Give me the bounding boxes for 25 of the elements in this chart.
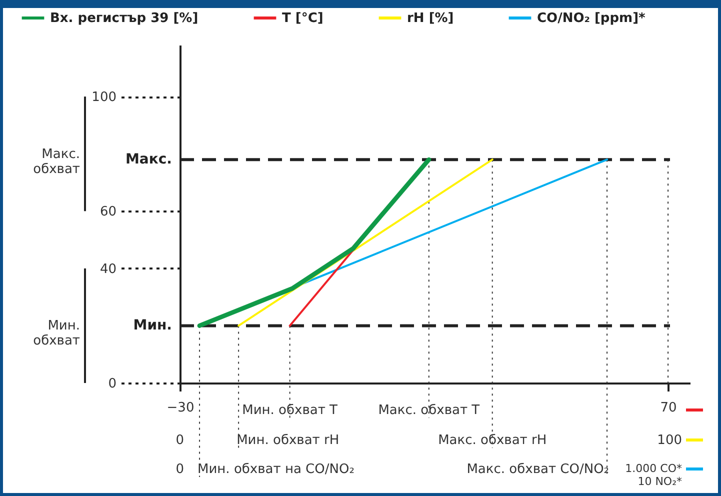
ref-line-label: Макс. обхват T (378, 403, 480, 418)
x-tick-label: 70 (660, 400, 677, 416)
legend-label: T [°C] (282, 11, 324, 26)
ref-line-label: Макс. обхват rH (438, 433, 547, 448)
text: Макс. обхват (33, 146, 80, 177)
y-tick-label: 100 (92, 90, 116, 106)
ref-line-label: Мин. обхват на CO/NO₂ (198, 462, 354, 477)
text: 1.000 CO* 10 NO₂* (625, 462, 682, 488)
ref-line-label: Мин. обхват T (242, 403, 338, 418)
ref-line-label: Мин. (133, 318, 172, 334)
y-tick-label: 60 (100, 204, 116, 220)
text: 0 (176, 433, 184, 448)
text: Мин. обхват (33, 318, 80, 349)
legend-label: rH [%] (407, 11, 454, 26)
x-tick-label: −30 (166, 400, 194, 416)
y-tick-label: 0 (108, 376, 116, 392)
legend-label: CO/NO₂ [ppm]* (537, 11, 646, 26)
text: 100 (657, 433, 682, 448)
line-series (197, 157, 432, 328)
legend-label: Вх. регистър 39 [%] (50, 11, 198, 26)
ref-line-label: Мин. обхват rH (236, 433, 340, 448)
text: 0 (176, 462, 184, 477)
ref-line-label: Макс. обхват CO/NO₂ (466, 462, 610, 477)
y-tick-label: 40 (100, 262, 116, 277)
ref-line-label: Макс. (126, 152, 172, 168)
